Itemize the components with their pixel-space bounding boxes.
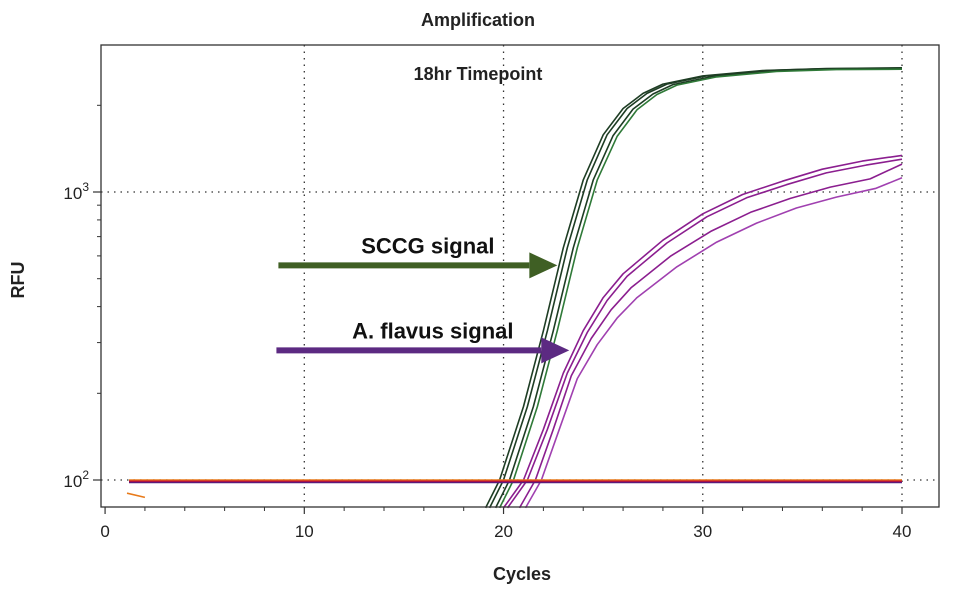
- plot-frame: [100, 44, 940, 508]
- annotations: SCCG signal A. flavus signal: [276, 233, 570, 364]
- y-axis-label: RFU: [8, 262, 28, 299]
- x-tick-label: 40: [893, 522, 912, 541]
- series-line-4: [498, 68, 903, 509]
- series-line-7: [518, 163, 903, 509]
- y-tick-label: 103: [63, 180, 89, 203]
- chart-subtitle: 18hr Timepoint: [414, 64, 543, 84]
- series-line-6: [506, 158, 903, 509]
- series-line-5: [502, 154, 903, 509]
- annotation-arrow-head: [541, 337, 570, 364]
- series-line-12: [126, 492, 146, 499]
- x-axis-ticks: 0 10 20 30 40: [100, 507, 911, 541]
- x-tick-label: 30: [693, 522, 712, 541]
- annotation-arrow-head: [529, 252, 558, 279]
- series-line-8: [524, 177, 903, 509]
- grid-lines: [101, 45, 939, 507]
- y-tick-label: 102: [63, 468, 89, 491]
- y-axis-ticks: 102 103: [63, 104, 101, 491]
- series-line-2: [488, 67, 903, 509]
- x-tick-label: 10: [295, 522, 314, 541]
- x-tick-label: 20: [494, 522, 513, 541]
- series-lines: [126, 67, 903, 509]
- annotation-label: A. flavus signal: [352, 318, 513, 343]
- chart-title: Amplification: [421, 10, 535, 30]
- x-axis-label: Cycles: [493, 564, 551, 584]
- annotation-label: SCCG signal: [361, 233, 494, 258]
- x-tick-label: 0: [100, 522, 109, 541]
- series-line-3: [494, 67, 903, 509]
